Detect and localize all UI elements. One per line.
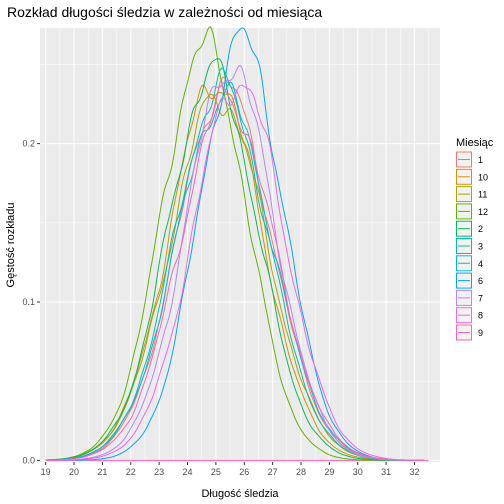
series-line-7: [45, 64, 425, 461]
x-tick-label: 26: [239, 467, 249, 477]
series-layer: [45, 26, 429, 461]
legend-label-7: 7: [478, 293, 483, 303]
x-tick-label: 27: [268, 467, 278, 477]
x-tick-label: 30: [353, 467, 363, 477]
legend-title: Miesiąc: [456, 137, 494, 149]
x-axis: 19 20 21 22 23 24 25 26 27 28 29 30 31 32: [41, 462, 419, 477]
chart-title: Rozkład długości śledzia w zależności od…: [7, 4, 322, 20]
x-tick-label: 28: [296, 467, 306, 477]
series-line-1: [45, 76, 425, 461]
y-tick-label: 0.1: [22, 297, 35, 307]
series-line-2: [45, 58, 425, 461]
x-tick-label: 22: [126, 467, 136, 477]
legend-label-6: 6: [478, 276, 483, 286]
y-tick-label: 0.0: [22, 455, 35, 465]
x-tick-label: 19: [41, 467, 51, 477]
x-axis-title: Długość śledzia: [201, 488, 279, 500]
legend-label-2: 2: [478, 224, 483, 234]
y-axis: 0.0 0.1 0.2: [22, 139, 40, 465]
plot-panel: [40, 28, 440, 462]
x-tick-label: 29: [324, 467, 334, 477]
series-line-9: [45, 85, 425, 461]
x-tick-label: 24: [183, 467, 193, 477]
legend: Miesiąc 1 10 11 12 2 3 4 6 7 8 9: [456, 137, 494, 341]
x-tick-label: 20: [69, 467, 79, 477]
x-tick-label: 21: [97, 467, 107, 477]
series-line-12: [45, 26, 425, 461]
y-axis-title: Gęstość rozkładu: [5, 203, 17, 288]
legend-label-3: 3: [478, 242, 483, 252]
x-tick-label: 25: [211, 467, 221, 477]
y-tick-label: 0.2: [22, 139, 35, 149]
legend-label-9: 9: [478, 328, 483, 338]
legend-label-4: 4: [478, 259, 483, 269]
series-line-6: [45, 27, 425, 461]
x-tick-label: 31: [381, 467, 391, 477]
series-line-8: [45, 84, 425, 461]
legend-label-12: 12: [478, 207, 488, 217]
legend-label-1: 1: [478, 155, 483, 165]
x-tick-label: 32: [409, 467, 419, 477]
legend-label-8: 8: [478, 311, 483, 321]
x-tick-label: 23: [154, 467, 164, 477]
legend-label-10: 10: [478, 172, 488, 182]
legend-label-11: 11: [478, 190, 487, 200]
